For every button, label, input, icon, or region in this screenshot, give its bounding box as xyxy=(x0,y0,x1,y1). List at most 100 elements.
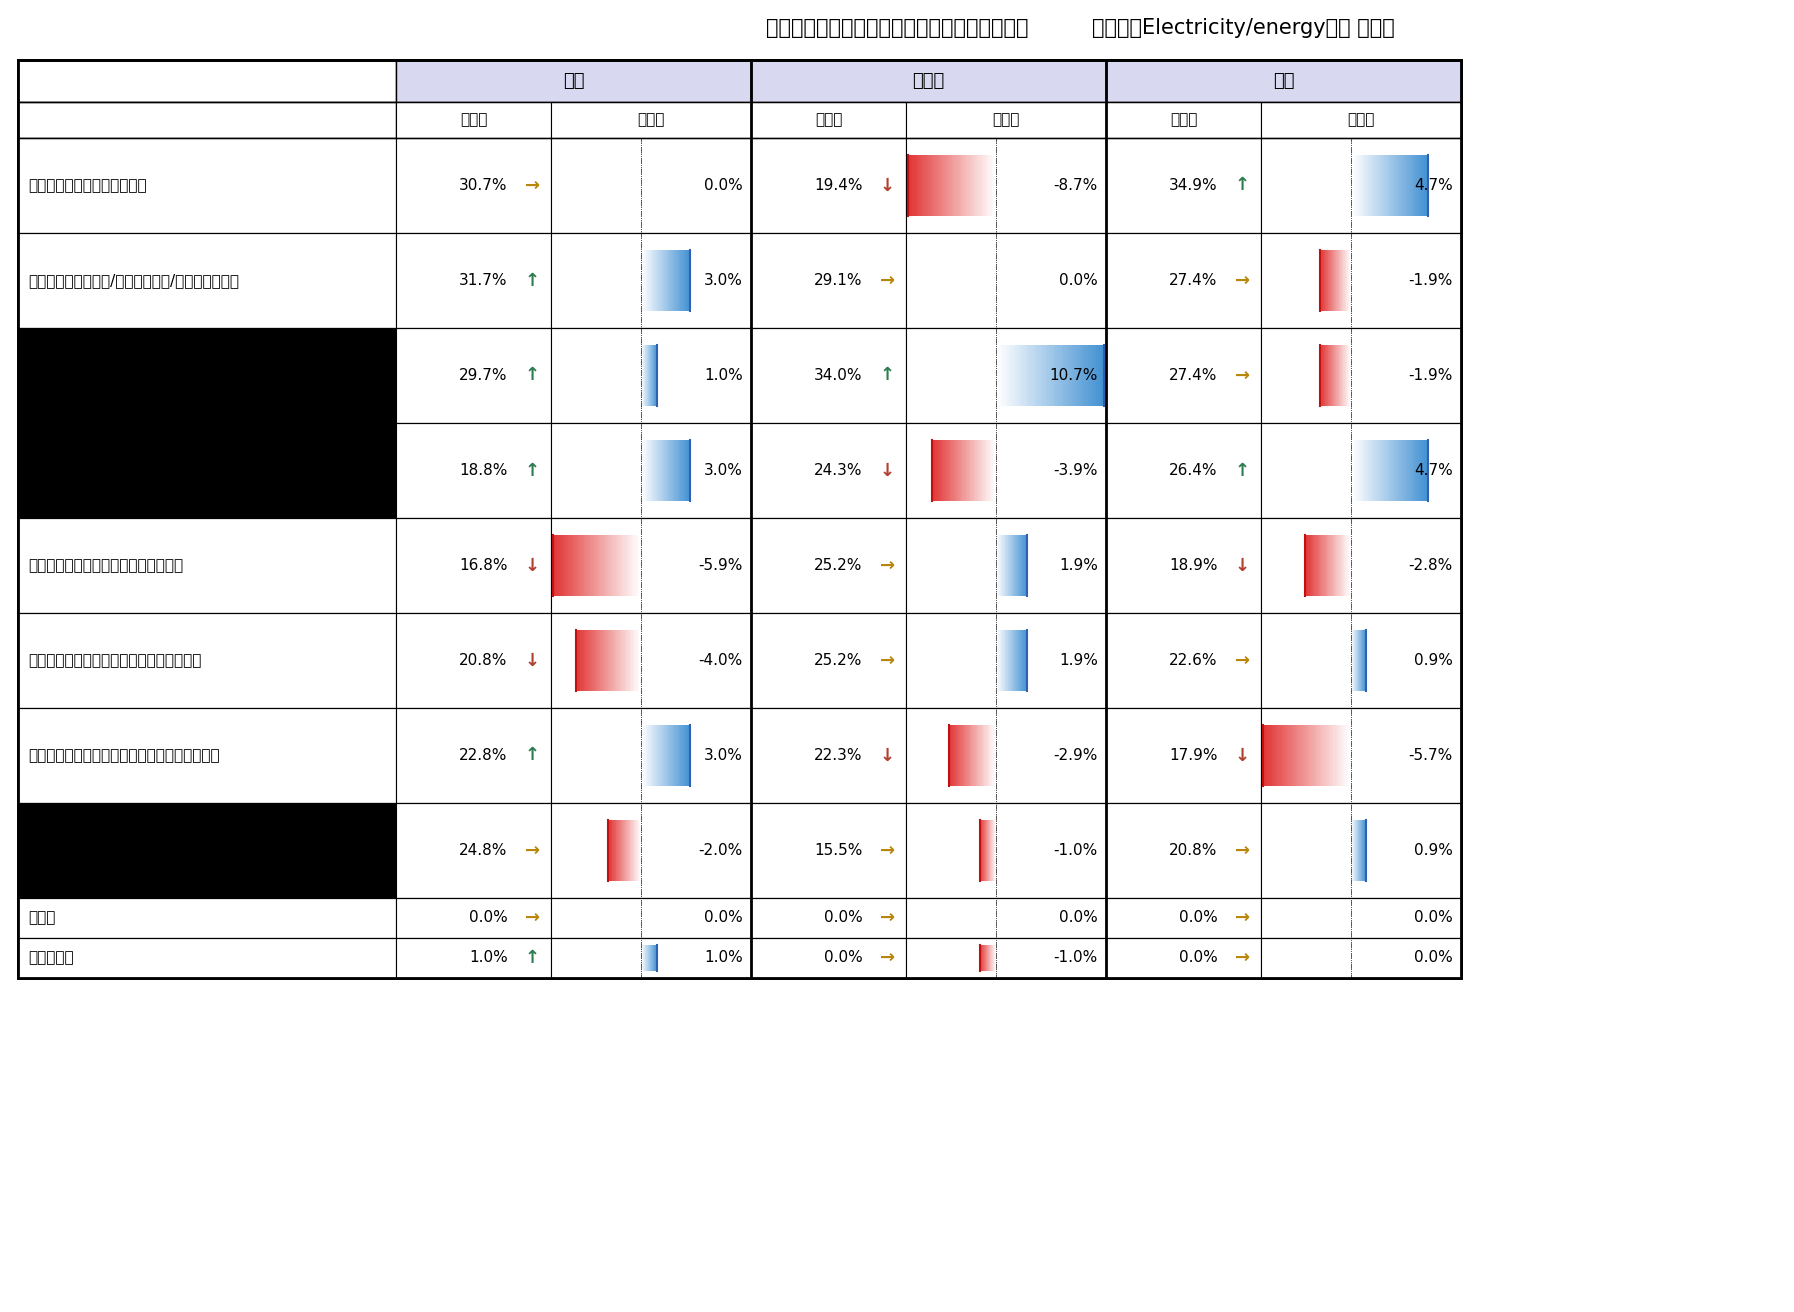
Bar xyxy=(981,724,983,786)
Bar xyxy=(671,440,673,501)
Bar xyxy=(631,820,633,882)
Bar xyxy=(976,724,978,786)
Bar xyxy=(624,820,626,882)
Text: （国別Electricity/energy業界 比較）: （国別Electricity/energy業界 比較） xyxy=(1093,18,1394,38)
Bar xyxy=(628,534,631,597)
Text: ↑: ↑ xyxy=(526,747,540,765)
Bar xyxy=(1315,724,1319,786)
Bar xyxy=(963,724,965,786)
Bar xyxy=(678,440,680,501)
Bar xyxy=(1098,345,1102,407)
Bar xyxy=(1301,724,1304,786)
Bar xyxy=(1349,534,1353,597)
Bar xyxy=(906,613,1105,708)
Text: ↑: ↑ xyxy=(526,272,540,290)
Text: 4.7%: 4.7% xyxy=(1414,178,1453,193)
Bar xyxy=(601,534,605,597)
Bar xyxy=(667,440,669,501)
Bar xyxy=(1261,708,1460,803)
Bar xyxy=(646,724,648,786)
Bar xyxy=(626,630,630,691)
Bar xyxy=(978,155,981,216)
Bar xyxy=(1292,724,1295,786)
Bar xyxy=(1358,440,1362,501)
Bar xyxy=(673,249,675,311)
Bar xyxy=(963,155,967,216)
Bar xyxy=(969,724,971,786)
Bar xyxy=(1356,440,1360,501)
Text: 変化率: 変化率 xyxy=(1347,113,1374,127)
Bar xyxy=(1064,345,1067,407)
Bar xyxy=(945,155,949,216)
Bar xyxy=(752,938,906,977)
Bar xyxy=(1365,155,1367,216)
Bar xyxy=(621,820,623,882)
Bar xyxy=(673,724,675,786)
Bar xyxy=(1362,155,1365,216)
Bar xyxy=(981,724,983,786)
Bar xyxy=(588,630,592,691)
Bar xyxy=(639,534,642,597)
Text: 1.9%: 1.9% xyxy=(1058,653,1098,668)
Bar xyxy=(1385,440,1389,501)
Text: 0.0%: 0.0% xyxy=(1058,911,1098,925)
Bar xyxy=(953,724,956,786)
Bar xyxy=(1285,724,1288,786)
Bar xyxy=(987,440,988,501)
Bar xyxy=(1293,724,1297,786)
Bar xyxy=(1344,724,1347,786)
Bar xyxy=(671,724,673,786)
Bar xyxy=(1105,234,1261,328)
Bar xyxy=(684,249,685,311)
Bar xyxy=(1082,345,1085,407)
Bar xyxy=(678,724,680,786)
Bar xyxy=(1367,155,1369,216)
Bar xyxy=(651,249,653,311)
Bar xyxy=(1414,155,1417,216)
Bar xyxy=(666,724,667,786)
Bar xyxy=(1398,155,1399,216)
Bar xyxy=(680,724,682,786)
Bar xyxy=(1328,534,1329,597)
Bar xyxy=(658,249,660,311)
Bar xyxy=(667,724,669,786)
Bar xyxy=(648,440,649,501)
Bar xyxy=(18,708,396,803)
Bar xyxy=(649,724,651,786)
Bar xyxy=(623,534,626,597)
Text: →: → xyxy=(879,909,895,928)
Bar xyxy=(608,820,610,882)
Bar xyxy=(1048,345,1051,407)
Bar xyxy=(942,155,944,216)
Bar xyxy=(1369,155,1371,216)
Text: -4.0%: -4.0% xyxy=(698,653,743,668)
Bar xyxy=(617,630,619,691)
Bar xyxy=(651,440,653,501)
Bar xyxy=(972,440,974,501)
Text: 20.8%: 20.8% xyxy=(459,653,508,668)
Bar xyxy=(635,820,637,882)
Bar xyxy=(687,440,689,501)
Bar xyxy=(1290,724,1293,786)
Bar xyxy=(608,630,612,691)
Text: 0.0%: 0.0% xyxy=(1414,950,1453,966)
Bar xyxy=(1340,534,1344,597)
Bar xyxy=(983,724,985,786)
Bar xyxy=(1299,724,1301,786)
Bar xyxy=(687,440,691,501)
Bar xyxy=(967,155,971,216)
Bar xyxy=(621,820,623,882)
Bar xyxy=(651,724,655,786)
Text: 27.4%: 27.4% xyxy=(1170,273,1218,289)
Bar xyxy=(1344,534,1346,597)
Bar xyxy=(1408,155,1412,216)
Bar xyxy=(396,328,551,422)
Bar xyxy=(619,630,621,691)
Bar xyxy=(1374,440,1378,501)
Bar xyxy=(664,724,667,786)
Bar xyxy=(1105,613,1261,708)
Text: →: → xyxy=(526,177,540,194)
Bar xyxy=(610,820,612,882)
Bar xyxy=(967,724,971,786)
Bar xyxy=(644,440,646,501)
